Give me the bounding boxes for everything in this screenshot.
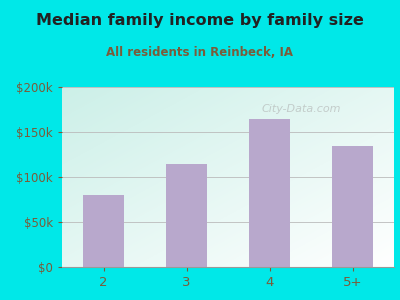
Bar xyxy=(83,195,124,267)
Text: City-Data.com: City-Data.com xyxy=(261,103,341,114)
Text: Median family income by family size: Median family income by family size xyxy=(36,14,364,28)
Bar xyxy=(166,164,207,267)
Bar xyxy=(332,146,373,267)
Text: All residents in Reinbeck, IA: All residents in Reinbeck, IA xyxy=(106,46,294,59)
Bar xyxy=(249,118,290,267)
